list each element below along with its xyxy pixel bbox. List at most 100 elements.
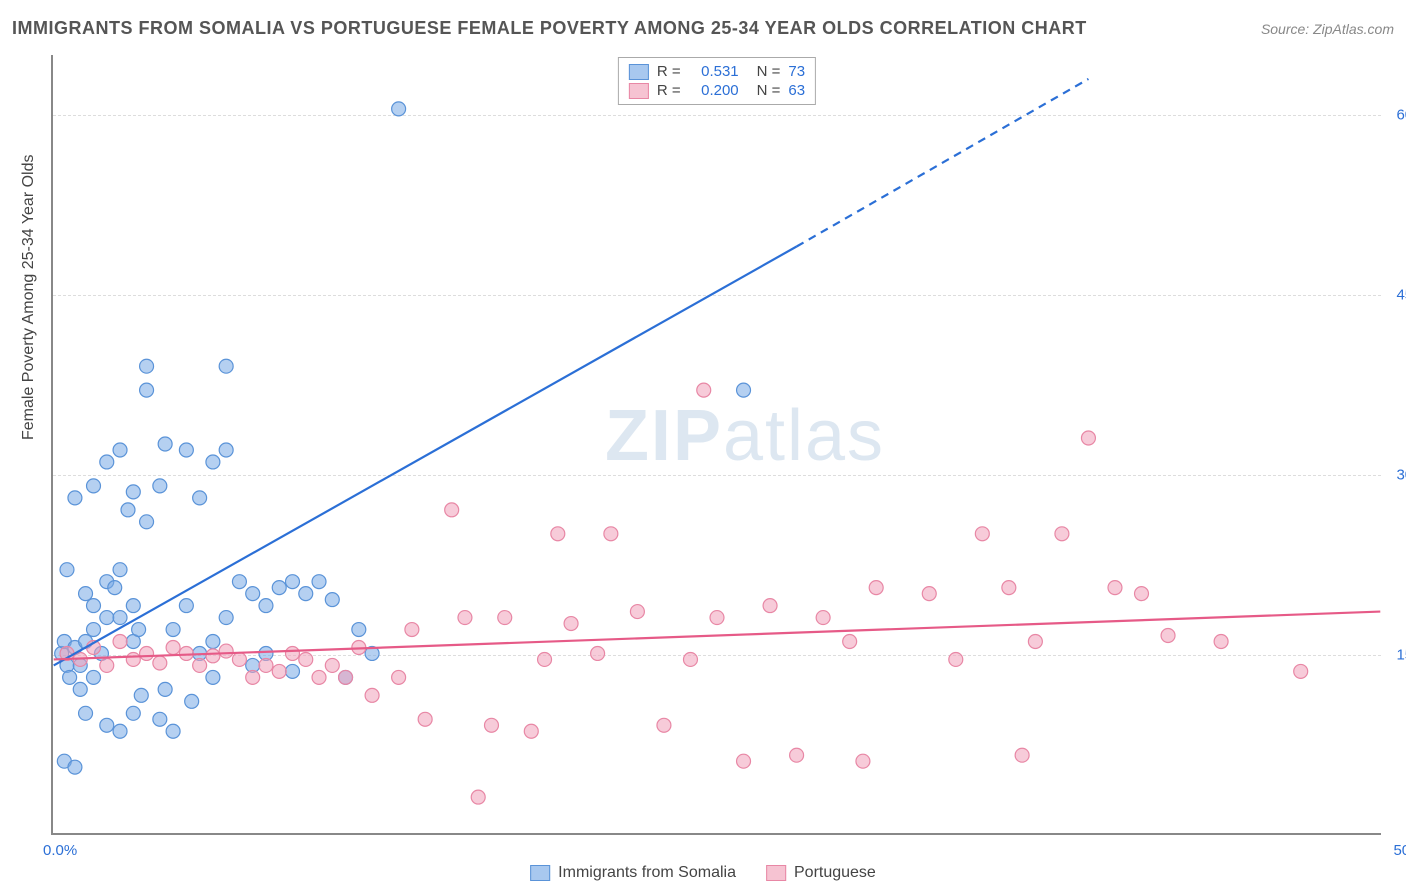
scatter-point (683, 652, 697, 666)
legend-series: Immigrants from Somalia Portuguese (530, 864, 876, 882)
scatter-point (126, 652, 140, 666)
scatter-point (100, 658, 114, 672)
scatter-point (604, 527, 618, 541)
scatter-point (100, 611, 114, 625)
scatter-point (975, 527, 989, 541)
scatter-point (132, 623, 146, 637)
scatter-point (87, 479, 101, 493)
legend-swatch (629, 64, 649, 80)
scatter-point (219, 359, 233, 373)
scatter-point (121, 503, 135, 517)
scatter-point (524, 724, 538, 738)
scatter-point (564, 617, 578, 631)
scatter-plot-svg (53, 55, 1381, 833)
scatter-point (538, 652, 552, 666)
scatter-point (179, 443, 193, 457)
chart-title: IMMIGRANTS FROM SOMALIA VS PORTUGUESE FE… (12, 18, 1087, 39)
scatter-point (193, 491, 207, 505)
scatter-point (185, 694, 199, 708)
scatter-point (1015, 748, 1029, 762)
scatter-point (126, 599, 140, 613)
scatter-point (100, 718, 114, 732)
scatter-point (126, 485, 140, 499)
scatter-point (158, 682, 172, 696)
legend-stats: R =0.531N =73R =0.200N =63 (618, 57, 816, 105)
scatter-point (286, 575, 300, 589)
scatter-point (140, 383, 154, 397)
scatter-point (339, 670, 353, 684)
n-value: 63 (788, 82, 805, 99)
scatter-point (140, 646, 154, 660)
scatter-point (551, 527, 565, 541)
scatter-point (166, 724, 180, 738)
scatter-point (87, 623, 101, 637)
scatter-point (153, 479, 167, 493)
scatter-point (325, 593, 339, 607)
legend-swatch (629, 83, 649, 99)
y-tick-label: 45.0% (1389, 287, 1406, 304)
scatter-point (232, 652, 246, 666)
scatter-point (113, 635, 127, 649)
scatter-point (246, 587, 260, 601)
scatter-point (158, 437, 172, 451)
legend-stat-row: R = 0.200 N = 63 (629, 81, 805, 100)
scatter-point (79, 587, 93, 601)
scatter-point (153, 712, 167, 726)
scatter-point (1108, 581, 1122, 595)
scatter-point (869, 581, 883, 595)
scatter-point (816, 611, 830, 625)
scatter-point (949, 652, 963, 666)
scatter-point (87, 599, 101, 613)
scatter-point (312, 575, 326, 589)
scatter-point (325, 658, 339, 672)
y-tick-label: 30.0% (1389, 467, 1406, 484)
scatter-point (498, 611, 512, 625)
scatter-point (108, 581, 122, 595)
scatter-point (697, 383, 711, 397)
scatter-point (299, 587, 313, 601)
scatter-point (365, 688, 379, 702)
scatter-point (246, 670, 260, 684)
scatter-point (418, 712, 432, 726)
scatter-point (79, 706, 93, 720)
n-label: N = (757, 82, 781, 99)
legend-series-item: Immigrants from Somalia (530, 864, 736, 882)
scatter-point (232, 575, 246, 589)
n-label: N = (757, 63, 781, 80)
scatter-point (405, 623, 419, 637)
scatter-point (166, 640, 180, 654)
scatter-point (790, 748, 804, 762)
scatter-point (1055, 527, 1069, 541)
scatter-point (219, 443, 233, 457)
scatter-point (134, 688, 148, 702)
scatter-point (219, 644, 233, 658)
r-label: R = (657, 82, 681, 99)
scatter-point (630, 605, 644, 619)
scatter-point (843, 635, 857, 649)
legend-series-label: Portuguese (794, 864, 876, 882)
scatter-point (591, 646, 605, 660)
scatter-point (352, 623, 366, 637)
scatter-point (206, 649, 220, 663)
scatter-point (113, 611, 127, 625)
scatter-point (1135, 587, 1149, 601)
trend-line-extrapolated (797, 79, 1089, 247)
scatter-point (1214, 635, 1228, 649)
scatter-point (259, 599, 273, 613)
scatter-point (179, 599, 193, 613)
scatter-point (1028, 635, 1042, 649)
scatter-point (166, 623, 180, 637)
scatter-point (193, 658, 207, 672)
scatter-point (471, 790, 485, 804)
scatter-point (1294, 664, 1308, 678)
scatter-point (68, 491, 82, 505)
scatter-point (272, 581, 286, 595)
legend-series-item: Portuguese (766, 864, 876, 882)
legend-series-label: Immigrants from Somalia (558, 864, 736, 882)
y-tick-label: 60.0% (1389, 107, 1406, 124)
scatter-point (60, 563, 74, 577)
scatter-point (259, 658, 273, 672)
scatter-point (140, 515, 154, 529)
scatter-point (922, 587, 936, 601)
r-value: 0.200 (689, 82, 739, 99)
